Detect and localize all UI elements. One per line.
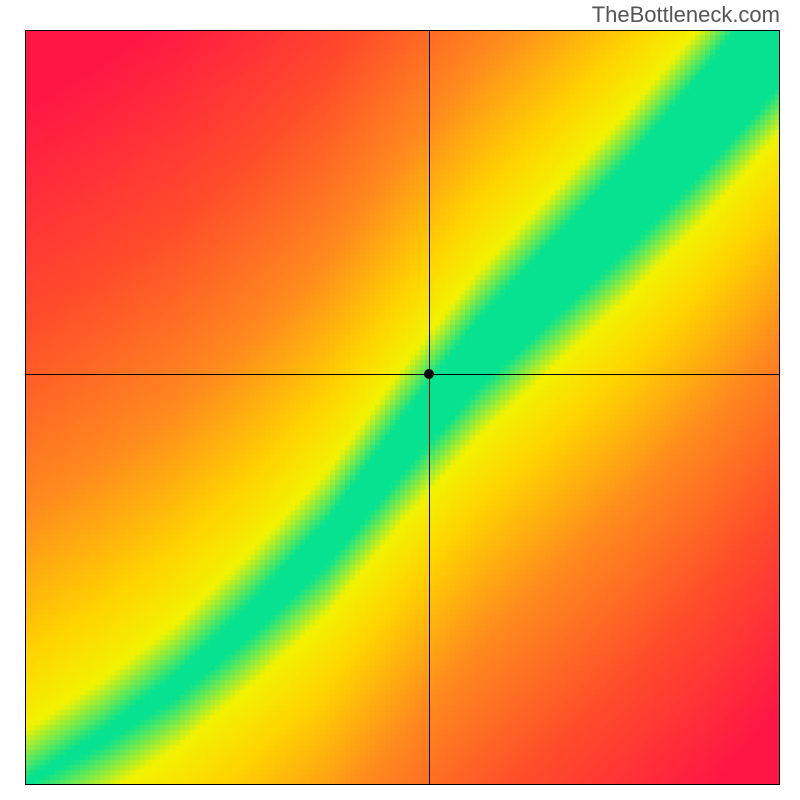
crosshair-horizontal xyxy=(25,374,780,375)
crosshair-vertical xyxy=(429,30,430,785)
watermark-text: TheBottleneck.com xyxy=(592,2,780,28)
heatmap-plot xyxy=(25,30,780,785)
heatmap-canvas xyxy=(25,30,780,785)
crosshair-marker xyxy=(424,369,434,379)
